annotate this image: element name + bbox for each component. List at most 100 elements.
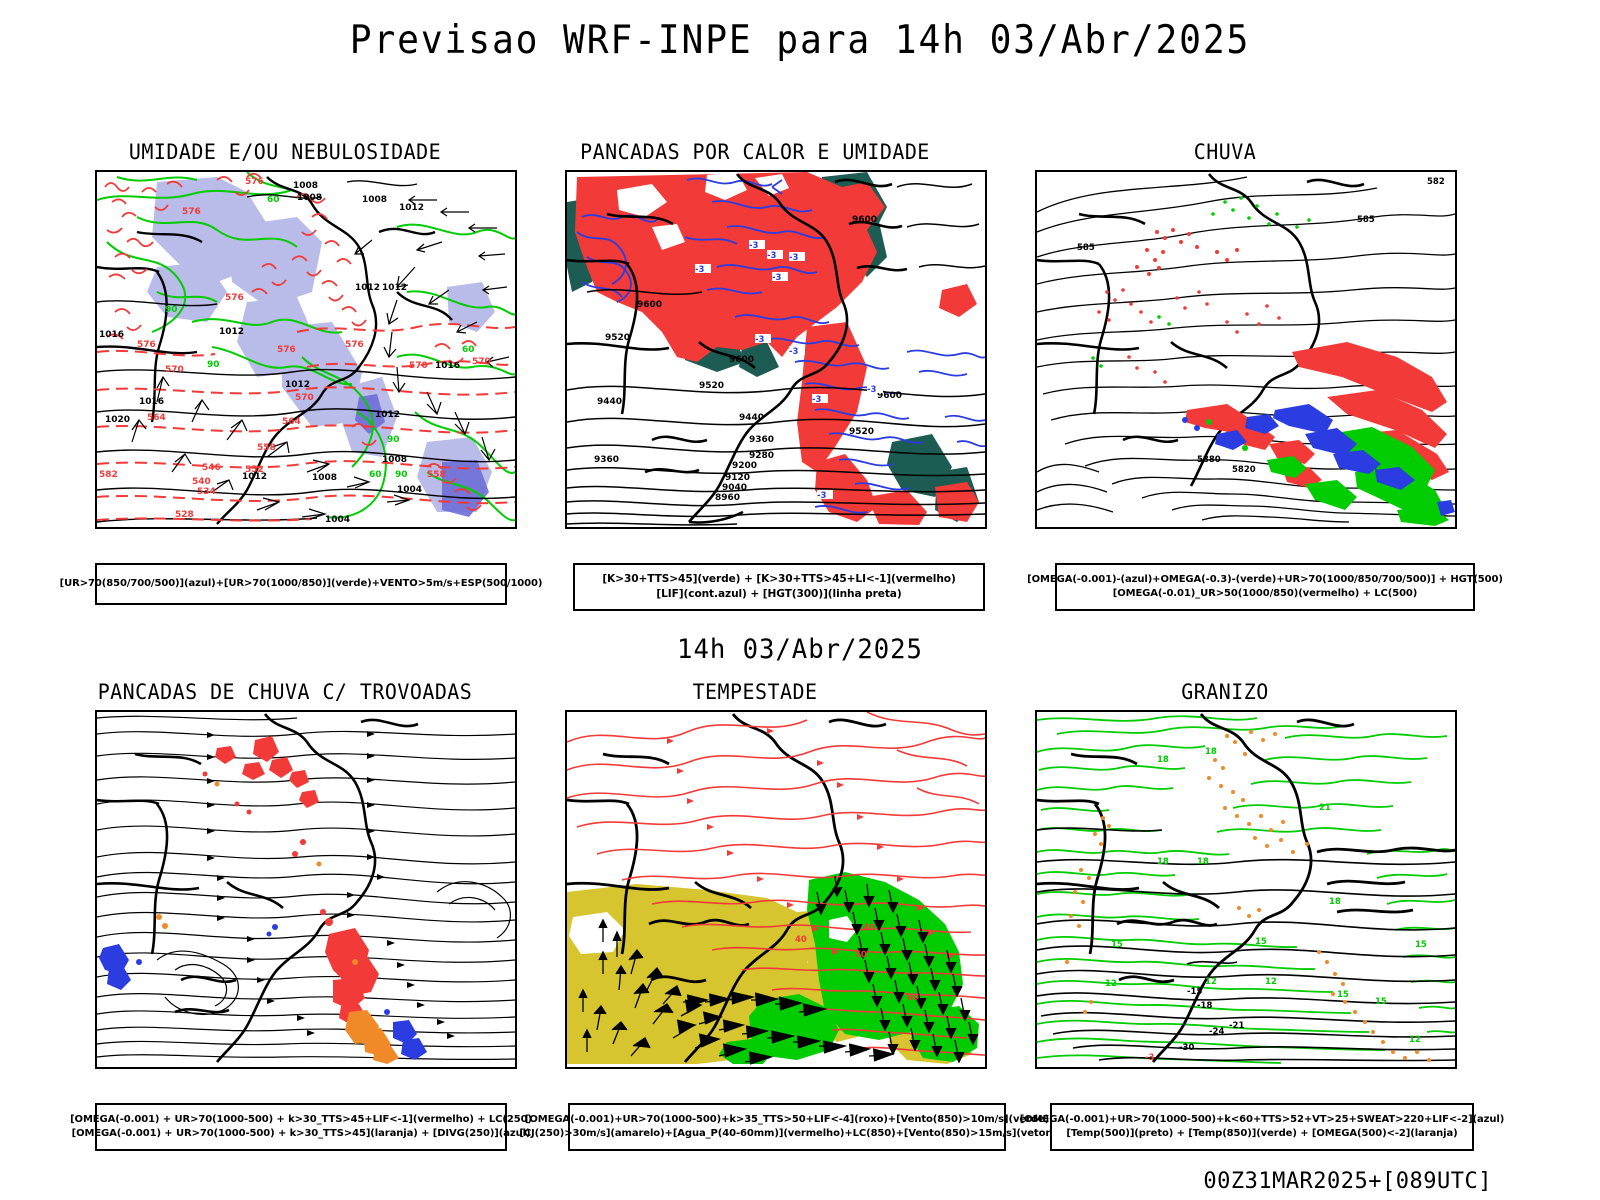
svg-text:5820: 5820 xyxy=(1232,465,1256,475)
svg-text:9040: 9040 xyxy=(722,483,747,493)
lon-tick-mark xyxy=(1188,527,1190,529)
svg-text:-3: -3 xyxy=(772,273,782,283)
lon-tick-mark xyxy=(97,527,99,529)
map-chuva[interactable]: 582 585 585 5880 5820 12S15S18S21S24S27S… xyxy=(1035,170,1457,529)
svg-text:1016: 1016 xyxy=(99,330,124,340)
lon-tick-mark xyxy=(920,527,922,529)
svg-text:50: 50 xyxy=(855,950,867,960)
lat-tick-mark xyxy=(1035,728,1037,730)
lon-tick-mark xyxy=(1138,1067,1140,1069)
svg-text:60: 60 xyxy=(267,195,280,205)
lat-tick-mark xyxy=(565,965,567,967)
lon-tick-mark xyxy=(920,1067,922,1069)
svg-text:-15: -15 xyxy=(1187,987,1202,997)
legend-umidade: [UR>70(850/700/500)](azul)+[UR>70(1000/8… xyxy=(60,563,542,605)
lon-tick-mark xyxy=(819,527,821,529)
svg-text:585: 585 xyxy=(1357,215,1375,225)
lon-tick-mark xyxy=(1037,1067,1039,1069)
lon-tick-mark xyxy=(869,1067,871,1069)
svg-text:40: 40 xyxy=(795,935,807,945)
lat-tick-mark xyxy=(1035,1032,1037,1034)
svg-text:-21: -21 xyxy=(1229,1021,1244,1031)
lat-tick-mark xyxy=(95,492,97,494)
svg-text:9520: 9520 xyxy=(849,427,874,437)
lat-tick-mark xyxy=(1035,289,1037,291)
svg-text:9120: 9120 xyxy=(725,473,750,483)
svg-text:15: 15 xyxy=(1415,940,1427,950)
panel-title-granizo: GRANIZO xyxy=(1181,680,1269,704)
panel-tempestade: TEMPESTADE xyxy=(520,680,990,1150)
svg-text:1008: 1008 xyxy=(382,455,407,465)
lat-tick-mark xyxy=(1035,897,1037,899)
legend-line: [CJ(250)>30m/s](amarelo)+[Agua_P(40-60mm… xyxy=(519,1128,1055,1139)
lat-tick-mark xyxy=(565,425,567,427)
lon-tick-mark xyxy=(1339,527,1341,529)
svg-text:1012: 1012 xyxy=(242,472,267,482)
svg-text:1004: 1004 xyxy=(397,485,422,495)
panel-granizo: GRANIZO xyxy=(990,680,1460,1150)
map-canvas-granizo: 18 18 21 18 18 18 15 15 15 15 15 12 12 1… xyxy=(1037,713,1455,1064)
mid-date-label: 14h 03/Abr/2025 xyxy=(677,634,923,665)
lat-tick-mark xyxy=(95,188,97,190)
svg-text:576: 576 xyxy=(277,345,296,355)
lat-tick-mark xyxy=(565,728,567,730)
lat-tick-mark xyxy=(565,222,567,224)
lon-tick-mark xyxy=(1289,1067,1291,1069)
lon-tick-mark xyxy=(1138,527,1140,529)
lon-tick-mark xyxy=(147,527,149,529)
lat-tick-mark xyxy=(95,897,97,899)
lon-tick-mark xyxy=(349,1067,351,1069)
panel-title-tempestade: TEMPESTADE xyxy=(692,680,818,704)
map-canvas-umidade: 1008 1008 1008 1012 1012 1012 1012 1012 … xyxy=(97,172,515,525)
legend-line: [OMEGA(-0.001)+UR>70(1000-500)+k<60+TTS>… xyxy=(1019,1113,1505,1125)
lon-tick-mark xyxy=(1238,527,1240,529)
lat-tick-mark xyxy=(95,256,97,258)
legend-line: [Temp(500)](preto) + [Temp(850)](verde) … xyxy=(1066,1128,1458,1139)
svg-text:1012: 1012 xyxy=(375,410,400,420)
panel-pancadas-calor: PANCADAS POR CALOR E UMIDADE xyxy=(520,140,990,610)
svg-text:-3: -3 xyxy=(817,491,827,501)
svg-text:9600: 9600 xyxy=(877,391,902,401)
svg-text:576: 576 xyxy=(182,207,201,217)
map-tempestade[interactable]: 40 50 60 40 12S15S18S21S24S27S30S33S36S3… xyxy=(565,710,987,1069)
svg-text:12: 12 xyxy=(1409,1035,1421,1045)
legend-tempestade: [OMEGA(-0.001)+UR>70(1000-500)+k>35_TTS>… xyxy=(519,1103,1055,1151)
lon-tick-mark xyxy=(567,1067,569,1069)
lat-tick-mark xyxy=(1035,458,1037,460)
lat-tick-mark xyxy=(1035,391,1037,393)
svg-text:9520: 9520 xyxy=(699,381,724,391)
svg-text:570: 570 xyxy=(409,361,428,371)
svg-text:15: 15 xyxy=(1255,937,1267,947)
legend-pancadas-trovoadas: [OMEGA(-0.001) + UR>70(1000-500) + k>30_… xyxy=(70,1103,532,1151)
lon-tick-mark xyxy=(399,527,401,529)
svg-text:90: 90 xyxy=(165,305,178,315)
svg-text:1008: 1008 xyxy=(293,181,318,191)
map-pancadas-calor[interactable]: 9600 9600 9600 9600 9520 9520 9520 9440 … xyxy=(565,170,987,529)
svg-text:90: 90 xyxy=(395,470,408,480)
lat-tick-mark xyxy=(1035,256,1037,258)
lat-tick-mark xyxy=(95,458,97,460)
map-pancadas-trovoadas[interactable]: 12S15S18S21S24S27S30S33S36S39S42S70W65W6… xyxy=(95,710,517,1069)
svg-text:1008: 1008 xyxy=(297,193,322,203)
lat-tick-mark xyxy=(95,796,97,798)
svg-text:570: 570 xyxy=(472,357,491,367)
map-granizo[interactable]: 18 18 21 18 18 18 15 15 15 15 15 12 12 1… xyxy=(1035,710,1457,1069)
lon-tick-mark xyxy=(617,527,619,529)
svg-text:-3: -3 xyxy=(789,253,799,263)
lon-tick-mark xyxy=(1390,527,1392,529)
lat-tick-mark xyxy=(565,897,567,899)
lon-tick-mark xyxy=(1238,1067,1240,1069)
lat-tick-mark xyxy=(95,965,97,967)
svg-text:540: 540 xyxy=(192,477,211,487)
lon-tick-mark xyxy=(198,1067,200,1069)
lon-tick-mark xyxy=(970,1067,972,1069)
legend-pancadas-calor: [K>30+TTS>45](verde) + [K>30+TTS>45+LI<-… xyxy=(573,563,985,611)
svg-text:-3: -3 xyxy=(695,265,705,275)
lon-tick-mark xyxy=(1188,1067,1190,1069)
svg-text:12: 12 xyxy=(1105,979,1117,989)
svg-text:15: 15 xyxy=(1375,997,1387,1007)
svg-text:90: 90 xyxy=(207,360,220,370)
svg-text:-3: -3 xyxy=(767,251,777,261)
panel-title-pancadas-calor: PANCADAS POR CALOR E UMIDADE xyxy=(580,140,930,164)
map-umidade[interactable]: 1008 1008 1008 1012 1012 1012 1012 1012 … xyxy=(95,170,517,529)
